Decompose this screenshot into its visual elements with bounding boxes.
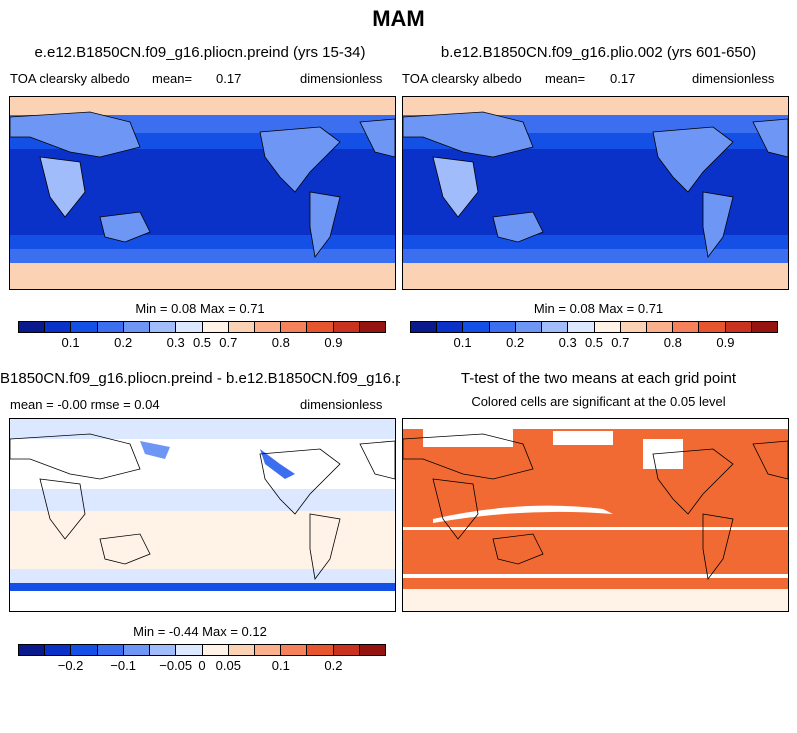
panel1-mean-label: mean= — [152, 71, 193, 86]
panel2-colorbar-tick-label: 0.7 — [611, 335, 630, 350]
panel1-stats: Min = 0.08 Max = 0.71 — [135, 301, 265, 316]
panel3-stats: Min = -0.44 Max = 0.12 — [133, 624, 267, 639]
panel3-colorbar-swatch-8 — [228, 645, 255, 655]
panel3-colorbar-swatch-11 — [307, 645, 334, 655]
panel4-subtitle: Colored cells are significant at the 0.0… — [471, 394, 726, 409]
panel3-colorbar-cells — [18, 644, 386, 656]
panel3-colorbar-tick-label: −0.1 — [110, 658, 136, 673]
panel2-colorbar-tick-label: 0.9 — [716, 335, 735, 350]
panel2-map-svg — [403, 97, 788, 289]
panel3-colorbar-swatch-5 — [150, 645, 177, 655]
panel2-colorbar-swatch-5 — [542, 322, 569, 332]
panel3-colorbar-swatch-3 — [97, 645, 124, 655]
panel1-colorbar-tick-label: 0.8 — [271, 335, 290, 350]
panel3-colorbar-tick-label: −0.2 — [57, 658, 84, 673]
panel1-colorbar-swatch-9 — [254, 322, 282, 332]
panel1-units: dimensionless — [300, 71, 383, 86]
panel3-title: B1850CN.f09_g16.pliocn.preind - b.e12.B1… — [0, 370, 400, 387]
panel2-stats: Min = 0.08 Max = 0.71 — [533, 301, 664, 316]
panel3-colorbar-labels: −0.2 −0.1 −0.05 0 0.05 0.1 0.2 — [18, 656, 386, 673]
panel1-colorbar-labels: 0.1 0.2 0.3 0.5 0.7 0.8 0.9 — [18, 333, 386, 350]
panel2-colorbar-swatch-0 — [411, 322, 438, 332]
panel2-colorbar-swatch-13 — [751, 322, 778, 332]
panel1-colorbar-tick-label: 0.1 — [61, 335, 80, 350]
panel3-map — [9, 418, 396, 612]
panel2-colorbar-labels: 0.1 0.2 0.3 0.5 0.7 0.8 0.9 — [410, 333, 778, 350]
panel3-colorbar: −0.2 −0.1 −0.05 0 0.05 0.1 0.2 — [18, 644, 386, 673]
panel4-map — [402, 418, 789, 612]
panel2-colorbar-swatch-7 — [594, 322, 621, 332]
panel3-colorbar-swatch-6 — [176, 645, 203, 655]
panel1-colorbar-tick-label: 0.7 — [219, 335, 238, 350]
panel1-colorbar-swatch-0 — [19, 322, 46, 332]
panel2-variable: TOA clearsky albedo — [402, 71, 522, 86]
panel1-map — [9, 96, 396, 290]
figure-title: MAM — [372, 6, 425, 31]
panel2-colorbar-swatch-10 — [673, 322, 700, 332]
panel2-colorbar-swatch-8 — [620, 322, 647, 332]
panel1-colorbar-swatch-5 — [150, 322, 177, 332]
panel3-colorbar-swatch-2 — [71, 645, 98, 655]
panel2-colorbar-tick-label: 0.3 — [558, 335, 577, 350]
panel3-colorbar-swatch-9 — [254, 645, 282, 655]
panel2-colorbar-tick-label: 0.8 — [663, 335, 682, 350]
panel1-colorbar-cells — [18, 321, 386, 333]
panel2-colorbar-swatch-12 — [725, 322, 752, 332]
panel3-colorbar-tick-label: 0.2 — [324, 658, 343, 673]
panel2-colorbar-cells — [410, 321, 778, 333]
panel1-colorbar-swatch-1 — [45, 322, 72, 332]
panel2-colorbar-tick-label: 0.5 — [584, 335, 604, 350]
panel2-colorbar: 0.1 0.2 0.3 0.5 0.7 0.8 0.9 — [410, 321, 778, 350]
panel3-map-svg — [10, 419, 395, 611]
panel1-colorbar-swatch-13 — [359, 322, 386, 332]
panel1-colorbar-swatch-6 — [176, 322, 203, 332]
panel2-colorbar-swatch-11 — [699, 322, 726, 332]
panel2-colorbar-swatch-1 — [437, 322, 464, 332]
panel2-colorbar-swatch-9 — [646, 322, 674, 332]
panel3-stats-line: mean = -0.00 rmse = 0.04 — [10, 397, 160, 412]
panel1-colorbar-tick-label: 0.2 — [114, 335, 133, 350]
panel2-colorbar-swatch-2 — [463, 322, 490, 332]
panel2-mean-value: 0.17 — [610, 71, 636, 86]
panel2-mean-label: mean= — [545, 71, 586, 86]
panel3-colorbar-swatch-10 — [281, 645, 308, 655]
panel3-colorbar-swatch-1 — [45, 645, 72, 655]
panel1-colorbar-swatch-10 — [281, 322, 308, 332]
panel3-colorbar-swatch-4 — [123, 645, 151, 655]
panel1-colorbar-swatch-12 — [333, 322, 360, 332]
panel3-colorbar-tick-label: 0.1 — [271, 658, 290, 673]
panel1-colorbar-tick-label: 0.5 — [192, 335, 212, 350]
panel3-colorbar-swatch-13 — [359, 645, 386, 655]
panel2-map — [402, 96, 789, 290]
panel3-colorbar-tick-label: 0.05 — [215, 658, 241, 673]
panel1-colorbar-tick-label: 0.9 — [324, 335, 343, 350]
panel2-colorbar-tick-label: 0.1 — [453, 335, 472, 350]
panel3-colorbar-swatch-7 — [202, 645, 229, 655]
panel1-colorbar-swatch-3 — [97, 322, 124, 332]
panel1-colorbar-swatch-4 — [123, 322, 151, 332]
panel2-units: dimensionless — [692, 71, 775, 86]
panel3-units: dimensionless — [300, 397, 383, 412]
panel1-variable: TOA clearsky albedo — [10, 71, 130, 86]
panel1-colorbar-swatch-7 — [202, 322, 229, 332]
panel4-map-svg — [403, 419, 788, 611]
panel2-colorbar-tick-label: 0.2 — [506, 335, 525, 350]
panel1-mean-value: 0.17 — [216, 71, 242, 86]
panel3-colorbar-tick-label: 0 — [198, 658, 206, 673]
panel2-colorbar-swatch-4 — [515, 322, 543, 332]
panel3-colorbar-tick-label: −0.05 — [159, 658, 193, 673]
panel4-title: T-test of the two means at each grid poi… — [460, 370, 737, 387]
panel3-colorbar-swatch-12 — [333, 645, 360, 655]
panel3-colorbar-swatch-0 — [19, 645, 46, 655]
panel1-map-svg — [10, 97, 395, 289]
panel1-colorbar-swatch-8 — [228, 322, 255, 332]
panel2-colorbar-swatch-3 — [489, 322, 516, 332]
panel1-title: e.e12.B1850CN.f09_g16.pliocn.preind (yrs… — [34, 44, 366, 61]
panel2-title: b.e12.B1850CN.f09_g16.plio.002 (yrs 601-… — [440, 44, 757, 61]
panel2-colorbar-swatch-6 — [568, 322, 595, 332]
panel1-colorbar-swatch-2 — [71, 322, 98, 332]
panel1-colorbar-swatch-11 — [307, 322, 334, 332]
panel1-colorbar: 0.1 0.2 0.3 0.5 0.7 0.8 0.9 — [18, 321, 386, 350]
panel1-colorbar-tick-label: 0.3 — [166, 335, 185, 350]
